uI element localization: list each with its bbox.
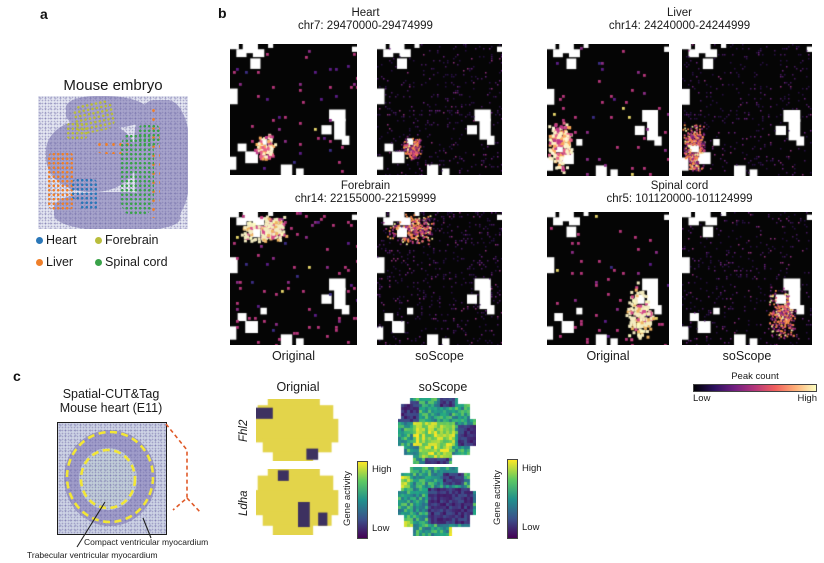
gene-label-fhl2: Fhl2 (238, 419, 250, 443)
gene-activity-axis-label: Gene activity (492, 470, 503, 526)
heatmap-forebrain-soscope (377, 212, 502, 345)
genemap-ldha-original (256, 469, 340, 535)
histology-title: Spatial-CUT&Tag Mouse heart (E11) (36, 387, 186, 415)
legend-item-spinal-cord: Spinal cord (95, 255, 168, 269)
colorbar-high-label: High (797, 393, 817, 404)
panel-a-label: a (40, 6, 48, 22)
heatmap-heart-original (230, 44, 357, 175)
heatmap-spinal-soscope (682, 212, 812, 345)
colorbar-low-label: Low (372, 523, 390, 534)
heart-histology-image (57, 422, 167, 535)
colorbar-low-label: Low (693, 393, 711, 404)
method-label-soscope: soScope (415, 349, 464, 363)
embryo-cluster-heart (80, 196, 98, 210)
colorbar-low-label: Low (522, 522, 540, 533)
heatmap-spinal-original (547, 212, 669, 345)
heart-dot-icon (36, 236, 43, 244)
group-title-heart: Heart chr7: 29470000-29474999 (230, 7, 501, 33)
genemap-ldha-soscope (398, 467, 476, 536)
spinal-cord-dot-icon (95, 258, 102, 266)
embryo-title: Mouse embryo (63, 77, 163, 94)
genomic-region: chr7: 29470000-29474999 (298, 20, 433, 32)
sample-name: Mouse heart (E11) (59, 401, 163, 415)
myocardium-outline-overlay (65, 430, 155, 524)
legend-item-heart: Heart (36, 233, 95, 247)
genemap-header-original: Orignial (276, 380, 320, 394)
tissue-name: Heart (351, 7, 380, 19)
gene-activity-gradient (357, 461, 368, 539)
embryo-cluster-spinal-cord (138, 124, 160, 146)
embryo-legend: Heart Forebrain Liver Spinal cord (36, 233, 196, 269)
method-label-original: Original (586, 349, 630, 363)
genomic-region: chr5: 101120000-101124999 (606, 193, 753, 205)
embryo-cluster-forebrain (66, 122, 88, 140)
legend-item-liver: Liver (36, 255, 95, 269)
genemap-fhl2-original (256, 399, 340, 461)
embryo-cluster-heart (71, 178, 98, 201)
tissue-name: Spinal cord (650, 180, 709, 192)
legend-item-forebrain: Forebrain (95, 233, 159, 247)
liver-dot-icon (36, 258, 43, 266)
genemap-header-soscope: soScope (418, 380, 468, 394)
peak-count-gradient (693, 384, 817, 392)
colorbar-title: Peak count (731, 371, 779, 382)
genomic-region: chr14: 22155000-22159999 (294, 193, 437, 205)
heatmap-heart-soscope (377, 44, 502, 175)
gene-label-ldha: Ldha (238, 490, 250, 516)
genomic-region: chr14: 24240000-24244999 (608, 20, 751, 32)
group-title-forebrain: Forebrain chr14: 22155000-22159999 (230, 180, 501, 206)
heatmap-liver-original (547, 44, 669, 176)
histology-texture (58, 423, 166, 534)
gene-activity-axis-label: Gene activity (342, 471, 353, 527)
assay-name: Spatial-CUT&Tag (62, 387, 160, 401)
trabecular-myocardium-label: Trabecular ventricular myocardium (27, 550, 158, 560)
colorbar-high-label: High (522, 463, 542, 474)
heatmap-forebrain-original (230, 212, 357, 345)
heatmap-liver-soscope (682, 44, 812, 176)
embryo-cluster-spinal-cord (120, 134, 154, 214)
histology-texture (58, 423, 166, 534)
tissue-name: Forebrain (340, 180, 391, 192)
panel-c-label: c (13, 368, 21, 384)
method-label-soscope: soScope (722, 349, 772, 363)
legend-label: Spinal cord (105, 255, 168, 269)
mouse-embryo-image (38, 96, 188, 229)
forebrain-dot-icon (95, 236, 102, 244)
panel-c-annotation-lines (76, 423, 202, 548)
compact-myocardium-label: Compact ventricular myocardium (84, 537, 209, 547)
tissue-name: Liver (667, 7, 692, 19)
peak-count-colorbar: Peak count Low High (693, 371, 817, 404)
colorbar-high-label: High (372, 464, 392, 475)
legend-label: Heart (46, 233, 77, 247)
legend-label: Liver (46, 255, 74, 269)
legend-label: Forebrain (105, 233, 159, 247)
group-title-liver: Liver chr14: 24240000-24244999 (547, 7, 812, 33)
method-label-original: Original (271, 349, 316, 363)
gene-activity-gradient (507, 459, 518, 539)
group-title-spinal-cord: Spinal cord chr5: 101120000-101124999 (547, 180, 812, 206)
genemap-fhl2-soscope (398, 398, 476, 464)
panel-b-label: b (218, 5, 227, 21)
embryo-cluster-liver (47, 152, 75, 210)
embryo-cluster-liver-scatter (150, 106, 160, 218)
